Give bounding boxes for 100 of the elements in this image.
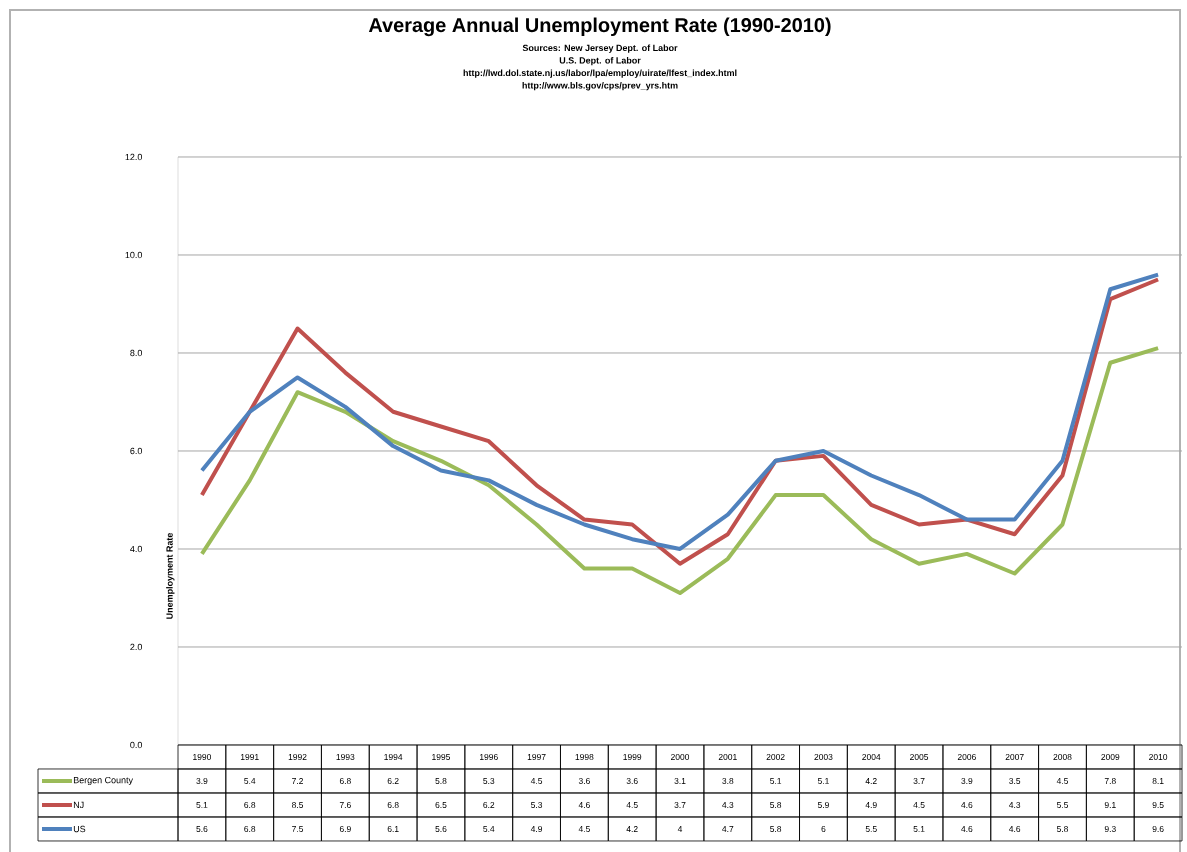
y-axis-title: Unemployment Rate bbox=[166, 532, 175, 619]
data-label: 6.2 bbox=[387, 777, 399, 784]
data-label: 4.2 bbox=[626, 826, 638, 832]
x-tick-label: 1992 bbox=[288, 753, 307, 760]
data-label: 5.4 bbox=[483, 826, 495, 832]
x-tick-label: 2003 bbox=[814, 753, 833, 760]
text: http://lwd.dol.state.nj.us/labor/lpa/employ/uirate/lfest_index.html bbox=[463, 69, 737, 78]
data-label: 5.9 bbox=[817, 801, 829, 808]
data-label: 4.6 bbox=[1008, 825, 1021, 832]
data-label: 3.1 bbox=[674, 777, 686, 784]
data-label: 5.8 bbox=[770, 801, 782, 808]
x-tick-label: 1994 bbox=[384, 753, 403, 760]
y-tick-label: 8.0 bbox=[130, 349, 143, 357]
data-label: 6.8 bbox=[244, 825, 256, 832]
data-label: 7.5 bbox=[292, 826, 304, 832]
x-tick-label: 2006 bbox=[957, 753, 976, 760]
data-label: 4.3 bbox=[722, 801, 734, 808]
data-label: 6 bbox=[821, 825, 826, 832]
y-tick-label: 6.0 bbox=[130, 447, 143, 455]
legend-label: NJ bbox=[73, 801, 84, 809]
data-label: 4.6 bbox=[961, 801, 973, 808]
data-label: 4.9 bbox=[530, 825, 543, 832]
data-label: 9.6 bbox=[1152, 825, 1164, 832]
data-label: 6.8 bbox=[339, 777, 351, 784]
data-label: 3.6 bbox=[626, 777, 638, 784]
data-label: 4.6 bbox=[578, 801, 590, 808]
data-label: 3.7 bbox=[674, 801, 686, 808]
data-label: 3.9 bbox=[961, 777, 973, 784]
x-tick-label: 2004 bbox=[862, 753, 881, 760]
chart-title: Average Annual Unemployment Rate (1990-2010) bbox=[368, 17, 831, 37]
data-label: 3.8 bbox=[722, 777, 734, 784]
data-label: 4.7 bbox=[722, 826, 734, 832]
x-tick-label: 2008 bbox=[1053, 753, 1072, 760]
data-label: 6.8 bbox=[387, 801, 399, 808]
data-label: 5.8 bbox=[435, 777, 447, 784]
x-tick-label: 1998 bbox=[575, 753, 594, 760]
y-tick-label: 4.0 bbox=[130, 545, 143, 553]
x-tick-label: 2007 bbox=[1005, 753, 1024, 760]
data-label: 5.5 bbox=[1056, 802, 1069, 808]
x-tick-label: 1990 bbox=[193, 753, 211, 760]
data-label: 5.1 bbox=[913, 826, 925, 832]
data-label: 5.6 bbox=[196, 825, 208, 832]
data-label: 5.8 bbox=[1056, 825, 1068, 832]
data-label: 4.3 bbox=[1008, 801, 1021, 808]
y-tick-label: 10.0 bbox=[125, 251, 143, 259]
data-label: 5.8 bbox=[770, 825, 782, 832]
data-label: 7.2 bbox=[292, 778, 303, 784]
data-label: 3.5 bbox=[1009, 777, 1021, 784]
data-label: 6.5 bbox=[435, 801, 447, 808]
x-tick-label: 2000 bbox=[671, 753, 690, 760]
data-label: 5.3 bbox=[531, 801, 543, 808]
data-label: 5.1 bbox=[817, 778, 829, 784]
data-label: 6.1 bbox=[387, 825, 399, 832]
x-tick-label: 1991 bbox=[240, 753, 259, 760]
text: http://www.bls.gov/cps/prev_yrs.htm bbox=[522, 82, 678, 91]
data-label: 4.5 bbox=[913, 802, 925, 808]
data-label: 7.6 bbox=[339, 801, 351, 808]
y-tick-label: 2.0 bbox=[130, 643, 143, 651]
x-tick-label: 1999 bbox=[623, 753, 642, 760]
x-tick-label: 2001 bbox=[718, 753, 737, 760]
data-label: 5.6 bbox=[435, 825, 447, 832]
data-label: 3.6 bbox=[578, 777, 590, 784]
data-label: 9.3 bbox=[1104, 825, 1116, 832]
data-label: 7.8 bbox=[1104, 777, 1116, 784]
x-tick-label: 2010 bbox=[1149, 753, 1168, 760]
x-tick-label: 2009 bbox=[1101, 753, 1120, 760]
x-tick-label: 1993 bbox=[336, 753, 355, 760]
data-label: 5.1 bbox=[196, 802, 208, 808]
data-label: 9.1 bbox=[1104, 801, 1116, 808]
data-label: 4.5 bbox=[626, 802, 638, 808]
x-tick-label: 2005 bbox=[910, 753, 929, 760]
data-label: 3.7 bbox=[913, 777, 925, 784]
data-label: 8.1 bbox=[1152, 777, 1164, 784]
legend-label: US bbox=[73, 825, 86, 833]
data-label: 4 bbox=[677, 826, 683, 832]
data-label: 4.6 bbox=[961, 825, 973, 832]
data-label: 4.2 bbox=[865, 778, 877, 784]
source-note: Sources: New Jersey Dept. of Labor bbox=[522, 44, 678, 53]
text: U.S. Dept. of Labor bbox=[559, 57, 641, 66]
legend-label: Bergen County bbox=[73, 776, 133, 786]
data-label: 4.5 bbox=[578, 826, 590, 832]
y-tick-label: 12.0 bbox=[125, 153, 143, 161]
data-label: 5.5 bbox=[865, 826, 877, 832]
data-label: 5.4 bbox=[244, 778, 256, 784]
data-label: 4.5 bbox=[1056, 778, 1069, 784]
x-tick-label: 2002 bbox=[766, 753, 785, 760]
data-label: 3.9 bbox=[196, 777, 208, 784]
data-label: 6.9 bbox=[339, 825, 351, 832]
data-label: 8.5 bbox=[292, 801, 304, 808]
data-label: 6.2 bbox=[483, 801, 495, 808]
data-label: 4.9 bbox=[865, 801, 877, 808]
data-label: 6.8 bbox=[244, 801, 256, 808]
x-tick-label: 1997 bbox=[527, 753, 546, 760]
line-series bbox=[199, 346, 1161, 596]
x-tick-label: 1995 bbox=[432, 753, 451, 760]
data-label: 5.3 bbox=[483, 777, 495, 784]
x-tick-label: 1996 bbox=[479, 753, 498, 760]
data-label: 4.5 bbox=[530, 778, 543, 784]
y-tick-label: 0.0 bbox=[130, 741, 143, 749]
data-label: 9.5 bbox=[1152, 801, 1164, 808]
